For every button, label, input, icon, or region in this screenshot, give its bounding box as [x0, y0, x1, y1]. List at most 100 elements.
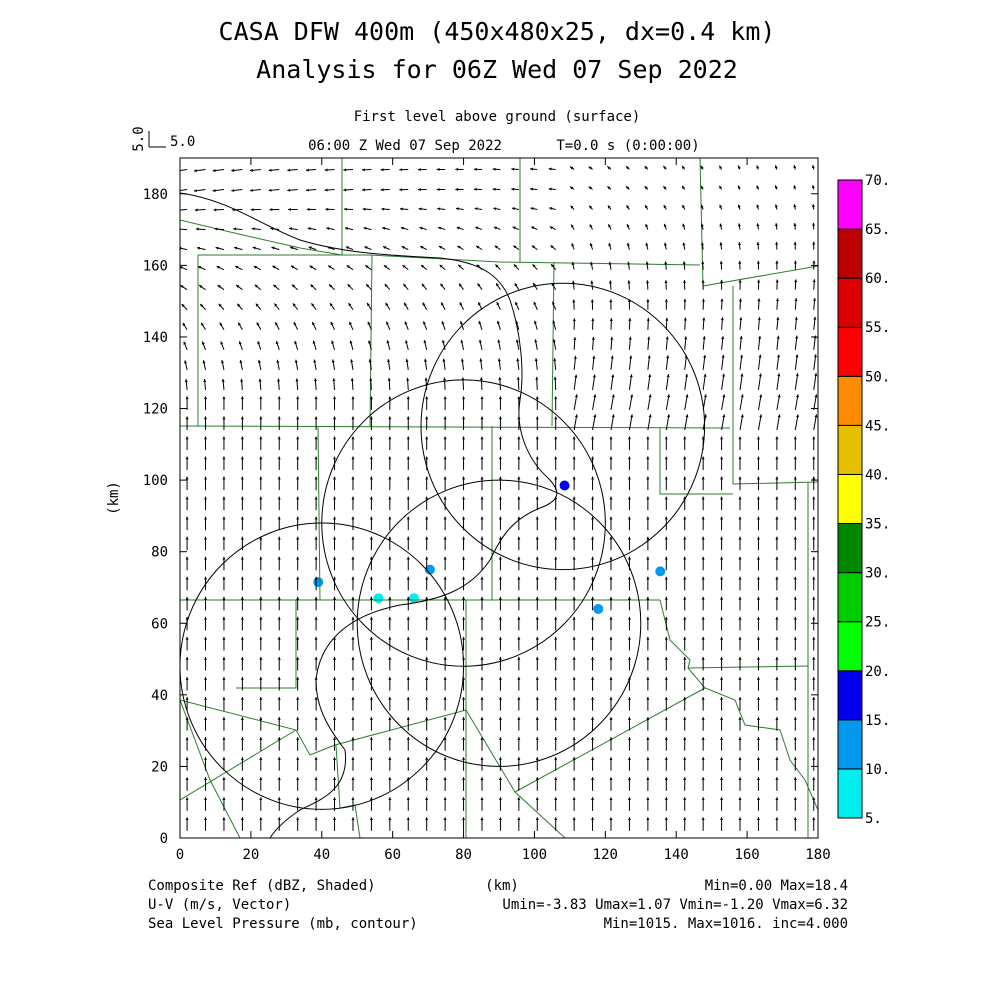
footer-field3-label: Sea Level Pressure (mb, contour) — [148, 916, 418, 932]
wind-vector-head — [627, 797, 631, 801]
wind-vector-head — [529, 167, 533, 171]
wind-vector-head — [388, 496, 392, 500]
wind-vector-head — [592, 355, 596, 359]
wind-vector-head — [305, 168, 309, 172]
wind-vector-head — [756, 777, 760, 780]
wind-vector-head — [663, 166, 667, 170]
wind-vector-head — [222, 416, 226, 420]
wind-vector-head — [775, 298, 780, 302]
y-tick-label: 40 — [151, 688, 168, 704]
wind-vector-head — [720, 298, 724, 302]
wind-vector-head — [240, 636, 244, 640]
wind-vector-head — [517, 676, 521, 680]
wind-vector-head — [529, 187, 533, 191]
wind-vector-head — [351, 436, 355, 440]
wind-vector-head — [701, 676, 705, 680]
wind-vector-head — [333, 496, 337, 500]
wind-vector — [180, 247, 188, 251]
wind-vector-head — [774, 185, 778, 189]
wind-vector-head — [554, 556, 558, 560]
county-border — [236, 600, 297, 689]
wind-vector-head — [240, 378, 244, 382]
wind-vector-head — [294, 359, 298, 363]
reflectivity-echo — [424, 564, 435, 575]
wind-vector-head — [184, 379, 188, 383]
wind-vector-head — [701, 777, 705, 780]
colorbar-swatch — [837, 768, 863, 819]
wind-vector-head — [443, 596, 447, 600]
wind-vector-head — [443, 436, 447, 440]
wind-vector-head — [443, 456, 447, 460]
wind-vector-head — [493, 226, 498, 230]
wind-vector-head — [533, 283, 537, 287]
wind-vector-head — [199, 285, 203, 289]
colorbar-label: 35. — [865, 517, 890, 533]
wind-vector-head — [436, 187, 440, 192]
wind-vector-head — [425, 416, 429, 420]
wind-vector-head — [535, 476, 539, 480]
wind-vector-head — [511, 207, 515, 211]
wind-vector-head — [369, 377, 373, 381]
wind-vector-head — [462, 556, 466, 560]
county-border — [514, 687, 706, 793]
wind-vector-head — [572, 476, 576, 480]
wind-vector-head — [737, 204, 741, 208]
y-tick-label: 180 — [143, 187, 168, 203]
wind-vector-head — [552, 301, 555, 305]
wind-vector-head — [314, 737, 318, 740]
wind-vector-head — [462, 696, 466, 700]
wind-vector-head — [719, 242, 723, 246]
wind-vector-head — [775, 536, 779, 540]
wind-vector-head — [424, 358, 428, 362]
colorbar-swatch — [837, 670, 863, 721]
wind-vector-head — [627, 616, 631, 620]
wind-vector-head — [572, 757, 576, 760]
wind-vector-head — [333, 777, 337, 780]
wind-vector-head — [793, 241, 797, 245]
wind-vector-head — [343, 168, 347, 172]
wind-vector-head — [793, 223, 797, 226]
wind-vector-head — [552, 339, 556, 343]
wind-vector-head — [627, 261, 631, 265]
wind-vector-head — [591, 777, 595, 780]
wind-vector-head — [626, 205, 630, 209]
wind-vector-head — [627, 757, 631, 760]
wind-vector-head — [627, 496, 631, 500]
wind-vector-head — [812, 817, 816, 821]
wind-vector-head — [406, 737, 410, 740]
wind-vector-head — [589, 243, 593, 247]
wind-vector-head — [794, 279, 798, 283]
wind-vector-head — [535, 656, 539, 660]
wind-vector-head — [219, 322, 223, 326]
wind-vector-head — [422, 302, 426, 306]
wind-vector-head — [351, 757, 355, 760]
wind-vector-head — [700, 185, 704, 189]
wind-vector-head — [478, 339, 482, 343]
wind-vector-head — [775, 241, 779, 245]
wind-vector-head — [369, 757, 373, 760]
wind-vector-head — [480, 757, 484, 760]
wind-vector-head — [277, 717, 281, 720]
wind-vector-head — [627, 636, 631, 640]
wind-vector-head — [553, 358, 557, 361]
wind-vector-head — [273, 284, 277, 288]
vector-scale-horizontal-label: 5.0 — [170, 134, 195, 150]
wind-vector-head — [571, 243, 575, 247]
wind-vector-head — [756, 636, 760, 640]
wind-vector-head — [720, 596, 724, 600]
wind-vector-head — [492, 167, 496, 171]
wind-vector-head — [296, 556, 300, 560]
wind-vector-head — [756, 656, 760, 660]
reflectivity-colorbar: 5. 10. 15. 20. 25. 30. 35. 40. 45. 50. 55. 60. 65. 70… — [837, 173, 890, 827]
wind-vector-head — [812, 737, 816, 740]
wind-vector-head — [425, 676, 429, 680]
wind-vector-head — [554, 456, 558, 460]
wind-vector-head — [369, 676, 373, 680]
wind-vector-head — [400, 226, 404, 230]
wind-vector-head — [720, 436, 724, 440]
wind-vector-head — [611, 374, 615, 378]
wind-vector-head — [443, 556, 447, 560]
wind-vector-head — [571, 261, 575, 266]
wind-vector-head — [776, 335, 780, 339]
